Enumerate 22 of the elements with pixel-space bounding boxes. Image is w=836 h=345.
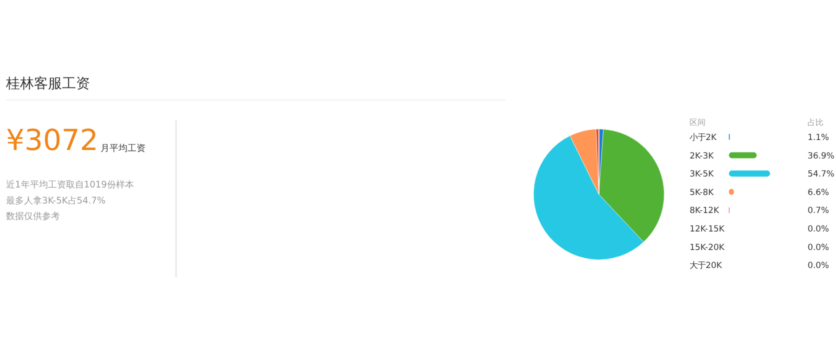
category-label: 15K-20K xyxy=(690,242,724,252)
legend-label: 2K-3K xyxy=(690,150,714,160)
text: 0.0% xyxy=(808,260,830,270)
category-label: 12K-15K xyxy=(690,224,724,234)
text: 近1年平均工资取自1019份样本 xyxy=(6,180,134,191)
category-label: 大于20K xyxy=(690,260,722,270)
legend-label: 8K-12K xyxy=(690,205,720,216)
text: ¥3072 xyxy=(6,123,98,158)
legend-label: 3K-5K xyxy=(690,168,714,179)
text: 桂林客服工资 xyxy=(5,76,90,92)
data-label: 0.7% xyxy=(808,205,830,216)
data-label: 6.6% xyxy=(808,186,830,197)
data-label: 1.1% xyxy=(808,132,830,142)
text: 数据仅供参考 xyxy=(6,211,60,222)
text: 0.0% xyxy=(808,242,830,252)
legend-label: 5K-8K xyxy=(690,186,714,197)
text: 0.0% xyxy=(808,224,830,234)
text: 月平均工资 xyxy=(100,142,146,154)
data-label: 36.9% xyxy=(808,150,834,160)
data-label: 54.7% xyxy=(808,168,834,179)
text: 最多人拿3K-5K占54.7% xyxy=(6,195,106,206)
legend-label: 小于2K xyxy=(690,132,717,142)
